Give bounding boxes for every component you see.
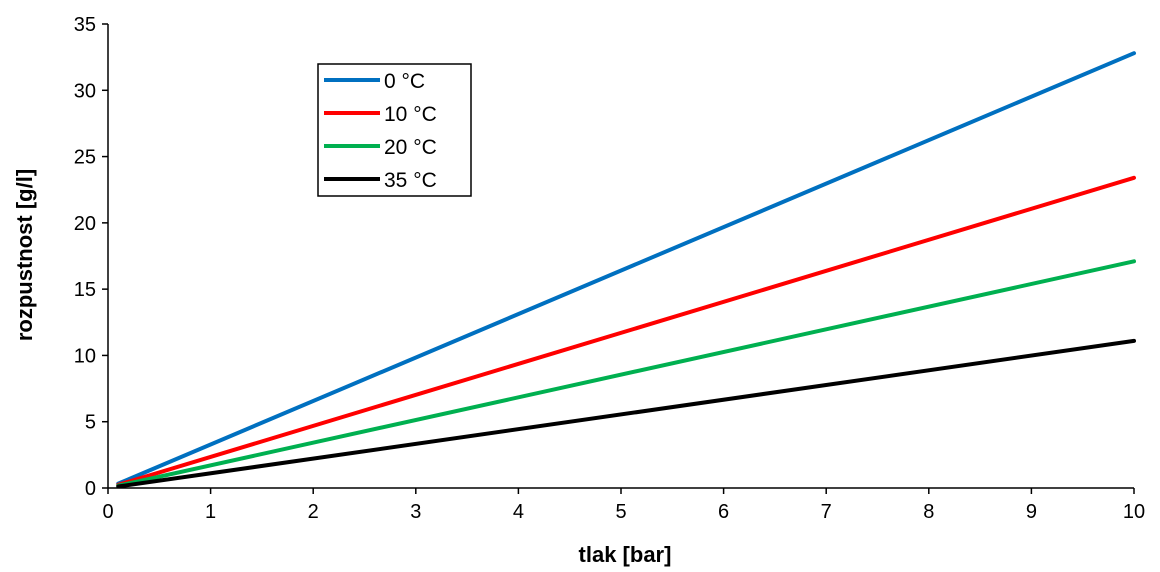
x-tick-label: 3 bbox=[410, 501, 421, 523]
x-tick-label: 9 bbox=[1026, 501, 1037, 523]
y-tick-label: 0 bbox=[85, 478, 96, 500]
series-line-2 bbox=[116, 259, 1136, 488]
series-line-3 bbox=[116, 338, 1136, 489]
legend-box bbox=[317, 63, 472, 197]
x-tick-label: 0 bbox=[102, 501, 113, 523]
y-tick-label: 10 bbox=[74, 345, 96, 367]
series-layer bbox=[116, 51, 1136, 489]
legend-items: 0 °C 10 °C 20 °C 35 °C bbox=[324, 70, 437, 192]
x-tick-label: 5 bbox=[615, 501, 626, 523]
x-tick-label: 6 bbox=[718, 501, 729, 523]
series-line-0 bbox=[116, 51, 1136, 486]
y-ticks: 0 5 10 15 20 25 30 35 bbox=[74, 14, 108, 500]
x-tick-label: 7 bbox=[821, 501, 832, 523]
y-tick-label: 5 bbox=[85, 412, 96, 434]
x-tick-label: 2 bbox=[308, 501, 319, 523]
y-axis-title: rozpustnost [g/l] bbox=[12, 169, 37, 341]
x-ticks: 0 1 2 3 4 5 6 7 8 9 10 bbox=[102, 488, 1145, 523]
x-tick-label: 1 bbox=[205, 501, 216, 523]
series-line-1 bbox=[116, 175, 1136, 487]
y-tick-label: 35 bbox=[74, 14, 96, 36]
x-axis-title: tlak [bar] bbox=[579, 542, 672, 567]
axes: 0 1 2 3 4 5 6 7 8 9 10 0 5 10 15 20 25 30 35 bbox=[74, 14, 1145, 523]
legend-label-1: 10 °C bbox=[384, 103, 437, 126]
legend-label-0: 0 °C bbox=[384, 70, 425, 93]
y-tick-label: 25 bbox=[74, 147, 96, 169]
x-tick-label: 4 bbox=[513, 501, 524, 523]
x-tick-label: 10 bbox=[1123, 501, 1145, 523]
legend: 0 °C 10 °C 20 °C 35 °C bbox=[317, 63, 472, 197]
legend-label-2: 20 °C bbox=[384, 136, 437, 159]
legend-label-3: 35 °C bbox=[384, 169, 437, 192]
y-tick-label: 20 bbox=[74, 213, 96, 235]
y-tick-label: 15 bbox=[74, 279, 96, 301]
x-tick-label: 8 bbox=[923, 501, 934, 523]
y-tick-label: 30 bbox=[74, 80, 96, 102]
